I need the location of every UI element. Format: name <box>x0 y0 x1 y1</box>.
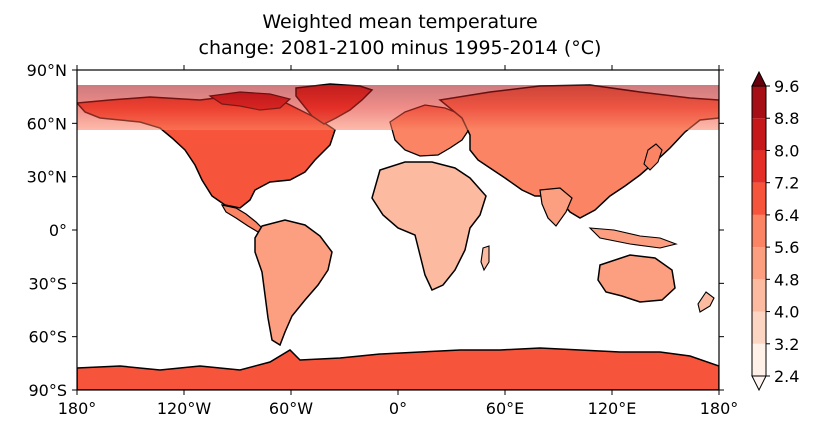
colorbar-tick-label: 4.8 <box>774 270 799 289</box>
land-central-america <box>220 204 263 233</box>
colorbar-tick-label: 9.6 <box>774 77 799 96</box>
colorbar: 2.4 3.2 4.0 4.8 5.6 6.4 7.2 8.0 8.8 9.6 <box>751 70 799 392</box>
y-axis: 90°N 60°N 30°N 0° 30°S 60°S 90°S <box>27 61 724 400</box>
land-australia <box>597 254 676 303</box>
x-tick-label: 180° <box>58 399 97 418</box>
colorbar-bin <box>752 182 766 215</box>
colorbar-bin <box>752 279 766 312</box>
land-antarctica <box>77 347 719 390</box>
land-new-zealand <box>697 291 715 313</box>
x-tick-label: 60°W <box>269 399 313 418</box>
colorbar-tick-label: 3.2 <box>774 335 799 354</box>
y-tick-label: 60°S <box>28 328 67 347</box>
arctic-warming-overlay <box>77 85 719 130</box>
colorbar-bin <box>752 150 766 183</box>
y-tick-label: 30°S <box>28 274 67 293</box>
land-madagascar <box>480 245 490 272</box>
colorbar-bin <box>752 343 766 376</box>
x-axis: 180° 120°W 60°W 0° 60°E 120°E 180° <box>58 65 739 418</box>
colorbar-bin <box>752 247 766 280</box>
x-tick-label: 60°E <box>486 399 524 418</box>
land-india <box>539 187 573 227</box>
land-south-america <box>254 219 333 347</box>
x-tick-label: 180° <box>700 399 739 418</box>
colorbar-tick-label: 6.4 <box>774 206 799 225</box>
y-tick-label: 0° <box>49 221 67 240</box>
x-tick-label: 0° <box>389 399 407 418</box>
colorbar-extend-low <box>751 375 767 392</box>
map-title-line-2: change: 2081-2100 minus 1995-2014 (°C) <box>198 37 602 59</box>
land-indonesia <box>588 227 678 249</box>
map-title-line-1: Weighted mean temperature <box>262 11 538 33</box>
y-tick-label: 90°N <box>27 61 67 80</box>
land-japan <box>643 143 663 171</box>
colorbar-tick-label: 2.4 <box>774 367 799 386</box>
colorbar-bin <box>752 86 766 119</box>
y-tick-label: 90°S <box>28 381 67 400</box>
y-tick-label: 60°N <box>27 114 67 133</box>
colorbar-tick-label: 4.0 <box>774 303 799 322</box>
colorbar-bin <box>752 118 766 151</box>
y-tick-label: 30°N <box>27 168 67 187</box>
colorbar-tick-label: 8.0 <box>774 141 799 160</box>
colorbar-tick-label: 8.8 <box>774 109 799 128</box>
x-tick-label: 120°W <box>157 399 212 418</box>
colorbar-bin <box>752 214 766 248</box>
x-tick-label: 120°E <box>588 399 637 418</box>
colorbar-tick-label: 7.2 <box>774 174 799 193</box>
colorbar-tick-label: 5.6 <box>774 238 799 257</box>
colorbar-extend-high <box>751 70 767 87</box>
colorbar-bin <box>752 311 766 344</box>
land-africa <box>371 161 487 291</box>
map-plot-area <box>77 83 719 390</box>
colorbar-frame <box>751 85 767 377</box>
